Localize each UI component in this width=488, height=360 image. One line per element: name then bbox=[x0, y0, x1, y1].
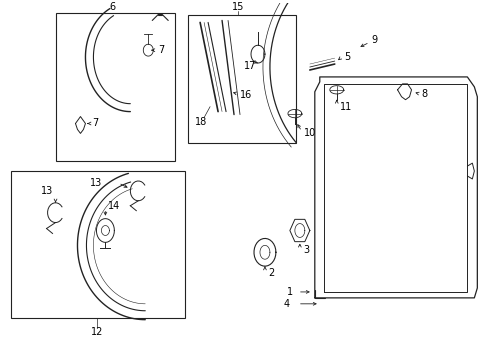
Bar bbox=[11, 171, 185, 318]
Text: 7: 7 bbox=[92, 118, 99, 129]
Text: 12: 12 bbox=[91, 327, 103, 337]
Bar bbox=[188, 14, 295, 143]
Text: 17: 17 bbox=[244, 61, 256, 71]
Text: 5: 5 bbox=[343, 52, 349, 62]
Text: 2: 2 bbox=[267, 268, 274, 278]
Text: 4: 4 bbox=[284, 299, 289, 309]
Text: 6: 6 bbox=[109, 1, 115, 12]
Text: 8: 8 bbox=[421, 89, 427, 99]
Text: 14: 14 bbox=[108, 201, 121, 211]
Bar bbox=[56, 13, 175, 161]
Text: 13: 13 bbox=[41, 186, 53, 196]
Text: 15: 15 bbox=[231, 1, 244, 12]
Text: 1: 1 bbox=[286, 287, 292, 297]
Text: 7: 7 bbox=[158, 45, 164, 55]
Text: 13: 13 bbox=[90, 178, 102, 188]
Text: 9: 9 bbox=[371, 35, 377, 45]
Text: 10: 10 bbox=[303, 129, 315, 138]
Text: 3: 3 bbox=[302, 245, 308, 255]
Text: 18: 18 bbox=[195, 117, 207, 126]
Text: 11: 11 bbox=[339, 102, 351, 112]
Text: 16: 16 bbox=[240, 90, 252, 100]
